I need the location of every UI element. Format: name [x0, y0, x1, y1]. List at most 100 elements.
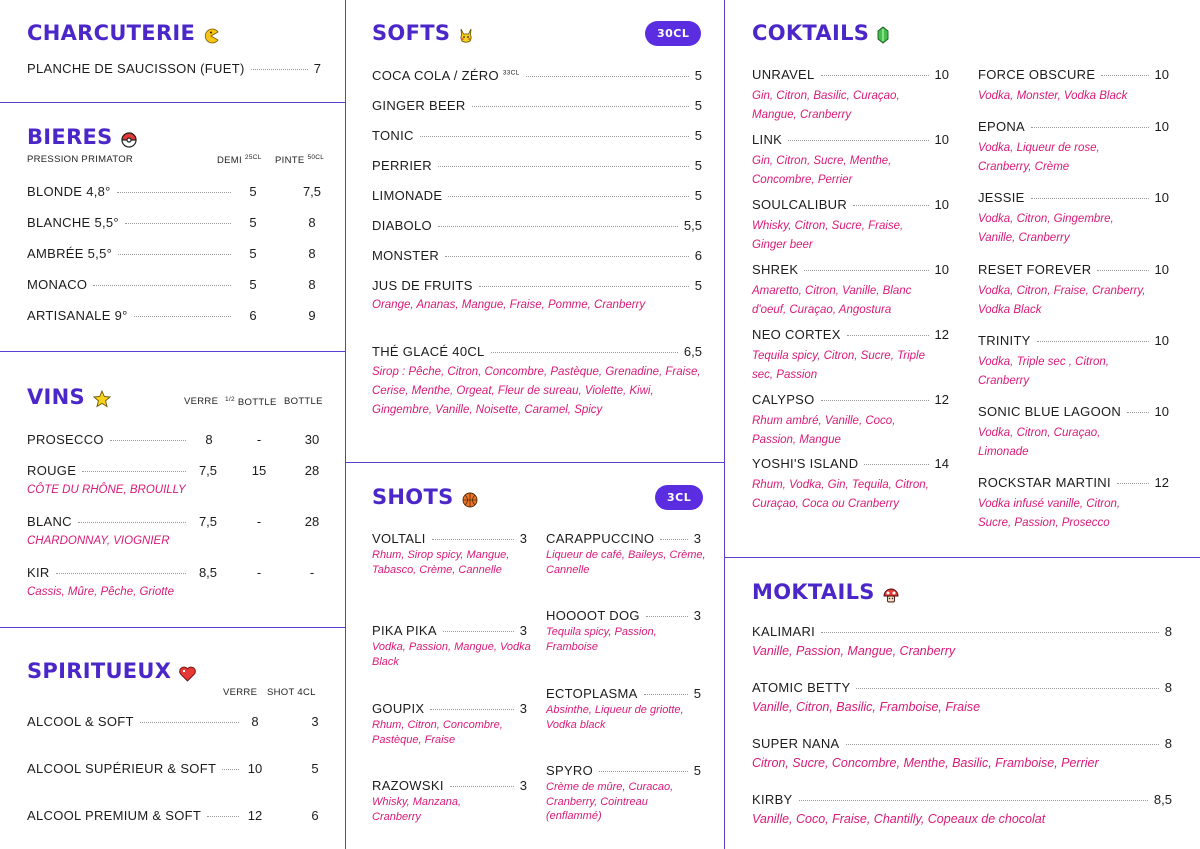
pikachu-icon: [458, 25, 474, 43]
item-price: 5: [694, 188, 702, 203]
item-name: HOOOOT DOG: [546, 608, 640, 623]
item-price: 8: [1164, 624, 1172, 639]
softs-volume-badge: 30CL: [645, 21, 702, 46]
item-name: SPYRO: [546, 763, 594, 778]
price-bottle: 28: [304, 514, 320, 529]
item-price: 8: [1164, 680, 1172, 695]
item-name: JUS DE FRUITS: [372, 278, 473, 293]
vins-title: VINS: [27, 385, 112, 409]
item-price: 10: [934, 67, 949, 82]
leader-dots: [471, 106, 689, 107]
vins-panel: VINS VERRE 1/2 BOTTLE BOTTLE PROSECCO 8 …: [0, 351, 347, 629]
price-demi: 5: [249, 277, 257, 292]
leader-dots: [437, 226, 678, 227]
item-name: FORCE OBSCURE: [978, 67, 1096, 82]
menu-item-planche: PLANCHE DE SAUCISSON (FUET) 7: [27, 61, 321, 76]
cocktail-item: SOULCALIBUR 10: [752, 197, 949, 212]
item-detail: Vodka, Citron, Gingembre, Vanille, Cranb…: [978, 213, 1114, 244]
item-detail: Gin, Citron, Sucre, Menthe, Concombre, P…: [752, 155, 892, 186]
item-detail: Absinthe, Liqueur de griotte, Vodka blac…: [546, 704, 684, 731]
leader-dots: [788, 140, 929, 141]
leader-dots: [820, 75, 929, 76]
item-detail: Rhum, Citron, Concombre, Pastèque, Frais…: [372, 719, 503, 746]
menu-item-carappuccino: CARAPPUCCINO 3: [546, 531, 701, 546]
menu-item-alcool-superieur: ALCOOL SUPÉRIEUR & SOFT: [27, 761, 245, 776]
leader-dots: [490, 352, 678, 353]
item-name: KIRBY: [752, 792, 793, 807]
cocktail-item: CALYPSO 12: [752, 392, 949, 407]
moktail-item: ATOMIC BETTY 8: [752, 680, 1172, 695]
item-price: 8,5: [1153, 792, 1172, 807]
softs-title: SOFTS: [372, 21, 474, 45]
cocktail-item: ROCKSTAR MARTINI 12: [978, 475, 1169, 490]
leader-dots: [478, 286, 689, 287]
item-detail: Vodka, Triple sec , Citron, Cranberry: [978, 356, 1110, 387]
item-name: NEO CORTEX: [752, 327, 841, 342]
price-verre: 8,5: [198, 565, 218, 580]
price-half-bottle: -: [256, 565, 262, 580]
item-name: GOUPIX: [372, 701, 425, 716]
leader-dots: [430, 709, 514, 710]
menu-item-prosecco: PROSECCO: [27, 432, 192, 447]
item-price: 3: [519, 778, 527, 793]
mushroom-icon: [883, 584, 899, 603]
coktails-panel: COKTAILS UNRAVEL 10 Gin, Citron, Basilic, …: [724, 0, 1200, 559]
shots-panel: SHOTS 3CL VOLTALI 3 Rhum, Sirop spicy, M…: [345, 462, 726, 849]
cocktail-item: LINK 10: [752, 132, 949, 147]
item-detail: Liqueur de café, Baileys, Crème, Cannell…: [546, 549, 706, 576]
menu-item-the-glace: THÉ GLACÉ 40CL 6,5: [372, 344, 702, 359]
item-detail: Citron, Sucre, Concombre, Menthe, Basili…: [752, 756, 1099, 770]
item-name: TONIC: [372, 128, 414, 143]
item-price: 5: [693, 686, 701, 701]
item-price: 10: [1154, 262, 1169, 277]
cocktail-item: RESET FOREVER 10: [978, 262, 1169, 277]
leader-dots: [116, 192, 231, 193]
wine-detail: Cassis, Mûre, Pêche, Griotte: [27, 586, 174, 598]
item-name: PLANCHE DE SAUCISSON (FUET): [27, 61, 245, 76]
leader-dots: [1101, 75, 1149, 76]
leader-dots: [437, 166, 689, 167]
softs-panel: SOFTS 30CL COCA COLA / ZÉRO 33CL 5 GINGE…: [345, 0, 726, 464]
item-price: 10: [1154, 190, 1169, 205]
leader-dots: [645, 616, 688, 617]
item-name: SOULCALIBUR: [752, 197, 848, 212]
menu-item-ectoplasma: ECTOPLASMA 5: [546, 686, 701, 701]
leader-dots: [124, 223, 231, 224]
leader-dots: [804, 270, 929, 271]
menu-item-alcool-premium: ALCOOL PREMIUM & SOFT: [27, 808, 245, 823]
pokeball-icon: [121, 129, 137, 148]
price-demi: 5: [249, 215, 257, 230]
item-price: 6,5: [683, 344, 702, 359]
bieres-subtitle: PRESSION PRIMATOR: [27, 154, 134, 165]
item-name: BLONDE 4,8°: [27, 184, 111, 199]
bieres-title: BIERES: [27, 125, 137, 149]
item-price: 5: [694, 98, 702, 113]
leader-dots: [1030, 198, 1149, 199]
item-name: SUPER NANA: [752, 736, 840, 751]
item-detail: Gin, Citron, Basilic, Curaçao, Mangue, C…: [752, 90, 900, 121]
item-name: PIKA PIKA: [372, 623, 437, 638]
price-bottle: 30: [304, 432, 320, 447]
leader-dots: [139, 722, 239, 723]
item-detail: Vanille, Coco, Fraise, Chantilly, Copeau…: [752, 812, 1046, 826]
item-price: 5: [694, 68, 702, 83]
leader-dots: [1031, 127, 1149, 128]
leader-dots: [109, 440, 186, 441]
leader-dots: [1127, 412, 1149, 413]
col-header-verre: VERRE: [184, 396, 219, 407]
item-name: LINK: [752, 132, 783, 147]
item-detail: Crème de mûre, Curacao, Cranberry, Coint…: [546, 781, 674, 822]
item-price: 5: [693, 763, 701, 778]
item-price: 7: [313, 61, 321, 76]
price-half-bottle: -: [256, 432, 262, 447]
col-header-shot: SHOT 4CL: [267, 687, 316, 698]
item-price: 6: [694, 248, 702, 263]
item-price: 10: [1154, 119, 1169, 134]
leader-dots: [820, 400, 929, 401]
price-verre: 7,5: [198, 463, 218, 478]
col-header-pinte: PINTE 50CL: [275, 154, 325, 167]
item-detail: Vodka, Monster, Vodka Black: [978, 90, 1128, 102]
item-price: 3: [519, 531, 527, 546]
menu-item-perrier: PERRIER 5: [372, 158, 702, 173]
menu-item-alcool-soft: ALCOOL & SOFT: [27, 714, 245, 729]
